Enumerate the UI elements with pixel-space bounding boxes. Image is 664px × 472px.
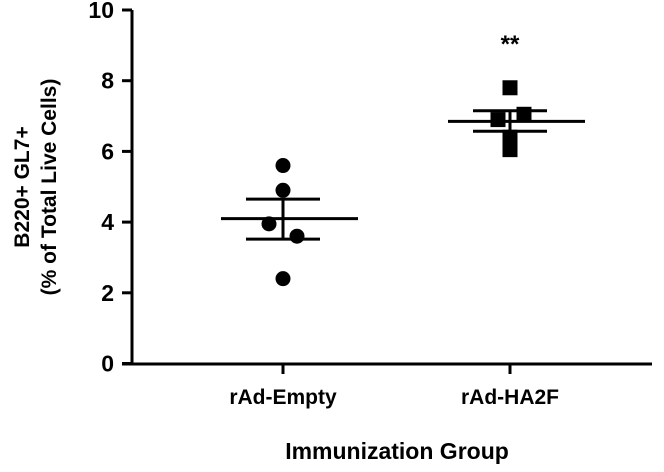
x-axis-label: Immunization Group [285,438,509,464]
data-point-square [490,112,506,128]
data-point-circle [261,216,277,232]
data-point-square [502,80,518,96]
data-point-circle [275,158,291,174]
y-tick-label: 10 [88,0,114,23]
data-points [261,80,532,287]
y-tick-label: 8 [101,68,114,94]
y-tick-label: 2 [101,280,114,306]
x-tick-label: rAd-Empty [229,386,337,409]
x-tick-label: rAd-HA2F [461,386,559,409]
data-point-circle [289,228,305,244]
x-ticks: rAd-Empty rAd-HA2F [229,364,559,409]
y-ticks: 0 2 4 6 8 10 [88,0,132,377]
significance-marker: ** [501,31,520,58]
data-point-circle [275,182,291,198]
mean-sem-bars [221,109,585,241]
y-tick-label: 4 [101,209,114,235]
significance-annotations: ** [501,31,520,58]
data-point-square [516,106,532,122]
data-point-square [502,129,518,145]
y-tick-label: 6 [101,138,114,164]
y-tick-label: 0 [101,351,114,377]
data-point-square [502,142,518,158]
y-axis-label-line1: B220+ GL7+ [11,126,34,247]
y-axis-label-line2: (% of Total Live Cells) [38,79,61,296]
data-point-circle [275,271,291,287]
